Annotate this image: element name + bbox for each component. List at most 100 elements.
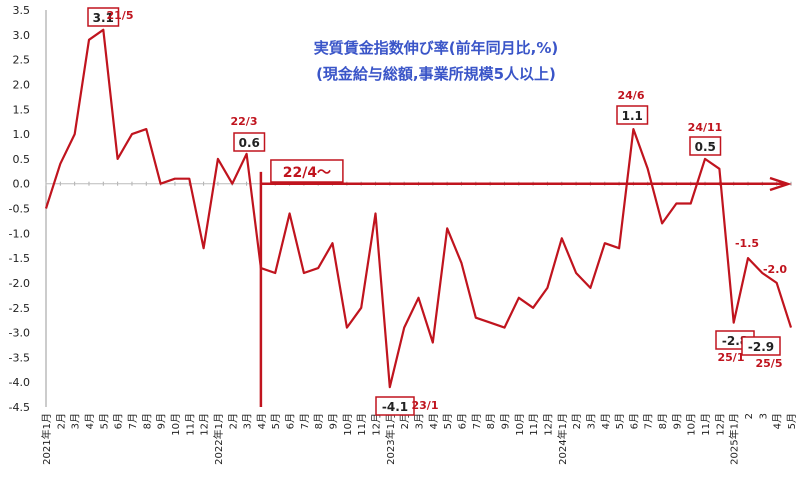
x-tick-label: 3: [758, 413, 769, 419]
x-tick-label: 4月: [428, 413, 440, 429]
annotation: 3.121/5: [87, 7, 134, 27]
annotation-box: [689, 136, 722, 156]
x-tick-label: 10月: [686, 413, 698, 436]
series-line: [44, 28, 793, 389]
x-tick-label: 12月: [542, 413, 554, 436]
x-tick-label: 8月: [657, 413, 669, 429]
x-tick-label: 5月: [786, 413, 798, 429]
chart-title-line-2: (現金給与総額,事業所規模5人以上): [316, 65, 556, 83]
x-tick-label: 4月: [600, 413, 612, 429]
x-tick-label: 12月: [371, 413, 383, 436]
series-polyline: [44, 28, 793, 389]
x-tick-label: 5月: [614, 413, 626, 429]
annotation-box: [741, 336, 781, 356]
x-tick-label: 6月: [113, 413, 125, 429]
x-tick-label: 2: [744, 413, 755, 419]
x-tick-label: 3月: [414, 413, 426, 429]
y-tick-label: 2.5: [13, 54, 31, 67]
annotation: -4.1 23/1: [375, 396, 439, 416]
x-tick-label: 11月: [184, 413, 196, 436]
y-tick-label: -2.0: [9, 277, 30, 290]
annotation-date: 24/11: [688, 121, 723, 134]
x-tick-label: 5月: [442, 413, 454, 429]
y-tick-label: 1.0: [13, 128, 31, 141]
y-tick-label: 3.0: [13, 29, 31, 42]
y-tick-label: -4.0: [9, 376, 30, 389]
x-tick-label: 2月: [55, 413, 67, 429]
x-tick-label: 9月: [671, 413, 683, 429]
annotation: 0.6 22/3: [231, 115, 266, 152]
y-tick-label: 2.0: [13, 78, 31, 91]
y-tick-label: -1.5: [9, 252, 30, 265]
x-tick-label: 5月: [98, 413, 110, 429]
x-tick-label: 2023年1月: [384, 413, 397, 465]
annotation-value: 0.6: [239, 136, 260, 150]
y-tick-label: -3.5: [9, 351, 30, 364]
x-tick-label: 12月: [199, 413, 211, 436]
x-tick-label: 10月: [170, 413, 182, 436]
x-tick-label: 10月: [514, 413, 526, 436]
annotation-value: -2.9: [748, 340, 774, 354]
x-tick-label: 2022年1月: [212, 413, 225, 465]
x-tick-label: 12月: [714, 413, 726, 436]
arrow-head: [769, 176, 792, 192]
x-tick-label: 7月: [471, 413, 483, 429]
annotation-box: [375, 396, 415, 416]
annotation-box: [87, 7, 120, 27]
x-tick-label: 2月: [399, 413, 411, 429]
annotation-date: 22/3: [231, 115, 258, 128]
period-label-text: 22/4〜: [283, 165, 331, 181]
axes: 3.5 3.0 2.5 2.0 1.5 1.0 0.5 0.0 -0.5 -1.0 -1.5 -2.0…: [9, 4, 798, 465]
x-tick-label: 9月: [499, 413, 511, 429]
x-tick-label: 7月: [299, 413, 311, 429]
x-tick-label: 2月: [227, 413, 239, 429]
annotation-value: 3.1: [93, 11, 114, 25]
annotation-date: 21/5: [107, 9, 134, 22]
x-tick-label: 7月: [127, 413, 139, 429]
annotation-box: [616, 105, 649, 125]
annotation: 0.5 24/11: [688, 121, 723, 156]
annotation-value: 1.1: [622, 109, 643, 123]
y-tick-label: -4.5: [9, 401, 30, 414]
x-tick-label: 8月: [485, 413, 497, 429]
y-tick-label: -3.0: [9, 327, 30, 340]
y-tick-label: 1.5: [13, 103, 31, 116]
x-tick-label: 4月: [84, 413, 96, 429]
annotation-date: 25/5: [756, 357, 783, 370]
x-tick-label: 10月: [342, 413, 354, 436]
y-tick-label: 0.0: [13, 178, 31, 191]
x-tick-label: 8月: [313, 413, 325, 429]
x-tick-label: 3月: [242, 413, 254, 429]
x-tick-label: 9月: [156, 413, 168, 429]
chart-title: 実質賃金指数伸び率(前年同月比,%) (現金給与総額,事業所規模5人以上): [314, 39, 558, 83]
annotation: 1.1 24/6: [616, 89, 649, 125]
period-label: 22/4〜: [270, 159, 344, 183]
x-tick-label: 11月: [356, 413, 368, 436]
y-tick-label: -0.5: [9, 203, 30, 216]
annotation-date: 25/1: [718, 351, 745, 364]
x-tick-label: 6月: [285, 413, 297, 429]
x-tick-label: 7月: [643, 413, 655, 429]
annotations: 22/4〜 3.121/5 0.6 22/3 -4.1 23/1 1.1 24/6 0.5 24/…: [87, 7, 787, 416]
x-tick-label: 3月: [585, 413, 597, 429]
x-tick-label: 11月: [528, 413, 540, 436]
x-tick-label: 5月: [270, 413, 282, 429]
annotation-value: -4.1: [382, 400, 408, 414]
y-tick-label: 3.5: [13, 4, 31, 17]
x-tick-label: 4月: [772, 413, 784, 429]
annotation-value: 0.5: [695, 140, 716, 154]
x-tick-label: 3月: [70, 413, 82, 429]
annotation: -2.9 25/5: [741, 336, 783, 370]
x-tick-label: 4月: [256, 413, 268, 429]
x-tick-label: 11月: [700, 413, 712, 436]
x-tick-label: 2024年1月: [556, 413, 569, 465]
annotation-date: 24/6: [618, 89, 645, 102]
annotation: -1.5: [735, 237, 759, 250]
annotation-value: -2.0: [763, 263, 787, 276]
x-tick-label: 8月: [141, 413, 153, 429]
annotation-date: 23/1: [412, 399, 439, 412]
x-tick-label: 9月: [328, 413, 340, 429]
period-label-box: [270, 159, 344, 183]
